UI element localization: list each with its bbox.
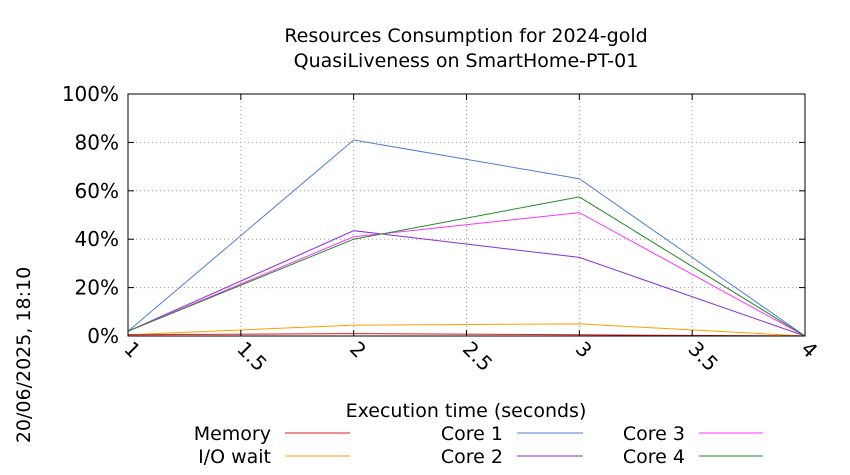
y-tick-label: 80% [75,130,119,154]
y-ticks: 0% 20% 40% 60% 80% 100% [62,82,805,348]
series-line-core-3 [127,212,806,337]
y-tick-label: 20% [75,276,119,300]
legend-label: Core 3 [623,423,685,445]
legend-label: Core 4 [623,446,685,468]
y-tick-label: 0% [87,324,119,348]
x-tick-label: 3.5 [684,337,723,376]
series-line-core-2 [127,230,806,337]
legend-label: I/O wait [198,446,271,468]
series-line-core-1 [127,139,806,337]
series-line-i-o-wait [127,323,806,337]
y-tick-label: 40% [75,227,119,251]
y-tick-label: 60% [75,179,119,203]
chart-title-line-2: QuasiLiveness on SmartHome-PT-01 [294,50,639,72]
x-tick-label: 4 [796,337,822,363]
x-tick-label: 2.5 [458,337,497,376]
series-line-core-4 [127,196,806,337]
x-tick-label: 1 [119,337,145,363]
x-tick-label: 1.5 [232,337,271,376]
legend-label: Memory [194,423,271,445]
y-tick-label: 100% [62,82,119,106]
x-tick-label: 3 [571,337,597,363]
x-axis-label: Execution time (seconds) [346,400,587,422]
chart-title-line-1: Resources Consumption for 2024-gold [284,25,647,47]
legend-label: Core 2 [441,446,503,468]
legend-label: Core 1 [441,423,503,445]
grid [128,94,805,336]
x-tick-label: 2 [345,337,371,363]
timestamp-label: 20/06/2025, 18:10 [13,267,35,443]
